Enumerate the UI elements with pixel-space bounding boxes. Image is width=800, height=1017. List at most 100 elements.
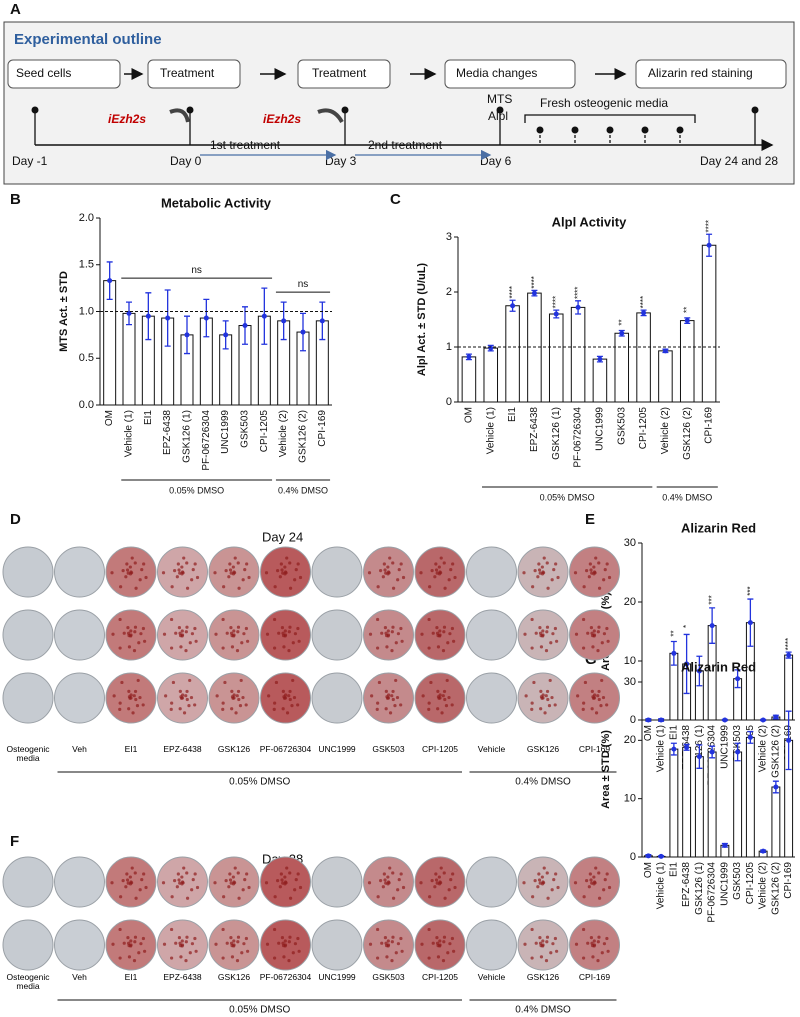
column-label: Veh bbox=[72, 745, 87, 754]
y-tick-label: 0.5 bbox=[79, 352, 94, 364]
stain-spot bbox=[132, 649, 137, 653]
stain-spot bbox=[282, 955, 286, 959]
stain-spot bbox=[234, 711, 238, 715]
stain-spot bbox=[596, 940, 600, 944]
step-box bbox=[444, 59, 576, 89]
stain-spot bbox=[434, 878, 439, 882]
stain-spot bbox=[185, 689, 189, 694]
bar bbox=[461, 356, 477, 403]
significance: **** bbox=[705, 220, 714, 232]
stain-spot bbox=[606, 639, 610, 643]
stain-spot bbox=[542, 866, 546, 870]
stain-spot bbox=[447, 578, 451, 582]
stain-spot bbox=[184, 649, 188, 653]
stain-spot bbox=[133, 630, 137, 634]
well bbox=[54, 546, 105, 598]
stain-spot bbox=[137, 641, 141, 645]
stain-spot bbox=[534, 631, 538, 635]
stain-spot bbox=[272, 956, 277, 960]
stain-spot bbox=[550, 695, 554, 700]
x-tick-label: GSK126 (1) bbox=[551, 407, 562, 460]
stain-spot bbox=[533, 879, 537, 883]
stain-spot bbox=[605, 562, 609, 566]
stain-spot bbox=[228, 872, 232, 876]
stain-spot bbox=[178, 689, 182, 693]
bar bbox=[707, 751, 717, 858]
group-label: 0.05% DMSO bbox=[169, 485, 224, 495]
stain-spot bbox=[173, 569, 177, 573]
stain-spot bbox=[291, 641, 295, 645]
stain-spot bbox=[399, 703, 403, 707]
well bbox=[466, 919, 517, 971]
stain-spot bbox=[435, 626, 439, 630]
stain-spot bbox=[551, 632, 555, 636]
stain-spot bbox=[177, 878, 181, 882]
y-tick-label: 10 bbox=[624, 655, 636, 667]
stain-spot bbox=[540, 565, 544, 569]
stain-spot bbox=[221, 707, 225, 711]
stain-spot bbox=[391, 935, 395, 939]
stain-spot bbox=[272, 646, 277, 650]
stain-spot bbox=[293, 942, 298, 946]
stain-spot bbox=[185, 871, 189, 875]
stain-spot bbox=[427, 646, 431, 650]
stain-spot bbox=[380, 631, 384, 635]
significance: *** bbox=[746, 586, 755, 595]
mean-dot bbox=[658, 717, 664, 723]
stain-spot bbox=[184, 630, 188, 634]
bar bbox=[669, 748, 679, 858]
mean-dot bbox=[773, 784, 779, 790]
stain-spot bbox=[232, 939, 236, 943]
significance: *** bbox=[708, 595, 717, 604]
x-tick-label: OM bbox=[643, 862, 654, 878]
significance: ** bbox=[617, 319, 626, 325]
stain-spot bbox=[428, 585, 432, 589]
stain-spot bbox=[449, 878, 453, 882]
stain-spot bbox=[583, 680, 588, 685]
stain-spot bbox=[237, 896, 241, 900]
stain-spot bbox=[287, 694, 291, 698]
stain-spot bbox=[225, 631, 229, 635]
stain-spot bbox=[447, 695, 451, 700]
stain-spot bbox=[126, 631, 131, 635]
x-tick-label: GSK126 (2) bbox=[298, 410, 309, 463]
stain-spot bbox=[427, 701, 431, 705]
column-label: GSK126 bbox=[527, 973, 559, 982]
stain-spot bbox=[539, 955, 544, 959]
assay: MTS bbox=[487, 92, 512, 106]
stain-spot bbox=[139, 942, 143, 946]
stain-spot bbox=[241, 578, 245, 582]
stain-spot bbox=[229, 941, 234, 945]
stain-spot bbox=[391, 896, 396, 900]
well bbox=[2, 856, 54, 908]
mean-dot bbox=[145, 313, 151, 319]
stain-spot bbox=[581, 646, 586, 650]
stain-spot bbox=[443, 896, 447, 900]
stain-spot bbox=[137, 951, 141, 955]
stain-spot bbox=[177, 936, 182, 940]
x-tick-label: EI1 bbox=[507, 407, 518, 422]
x-tick-label: CPI-169 bbox=[783, 862, 794, 899]
stain-spot bbox=[588, 872, 592, 876]
stain-spot bbox=[531, 895, 535, 899]
group-label: 0.05% DMSO bbox=[540, 492, 595, 502]
stain-spot bbox=[441, 649, 446, 653]
stain-spot bbox=[118, 956, 122, 960]
significance: * bbox=[682, 625, 691, 628]
stain-spot bbox=[384, 631, 388, 635]
stain-spot bbox=[590, 881, 594, 885]
stain-spot bbox=[265, 942, 270, 946]
stain-spot bbox=[213, 571, 217, 575]
stain-spot bbox=[296, 936, 300, 941]
stain-spot bbox=[118, 646, 122, 650]
panel-label: D bbox=[10, 511, 21, 528]
stain-spot bbox=[523, 942, 527, 946]
stain-spot bbox=[195, 885, 200, 890]
y-tick-label: 0 bbox=[630, 851, 636, 863]
stain-spot bbox=[439, 866, 443, 870]
stain-spot bbox=[396, 888, 400, 892]
step: Seed cells bbox=[16, 66, 71, 80]
stain-spot bbox=[230, 645, 235, 649]
stain-spot bbox=[376, 701, 380, 705]
group-label: 0.4% DMSO bbox=[278, 485, 328, 495]
